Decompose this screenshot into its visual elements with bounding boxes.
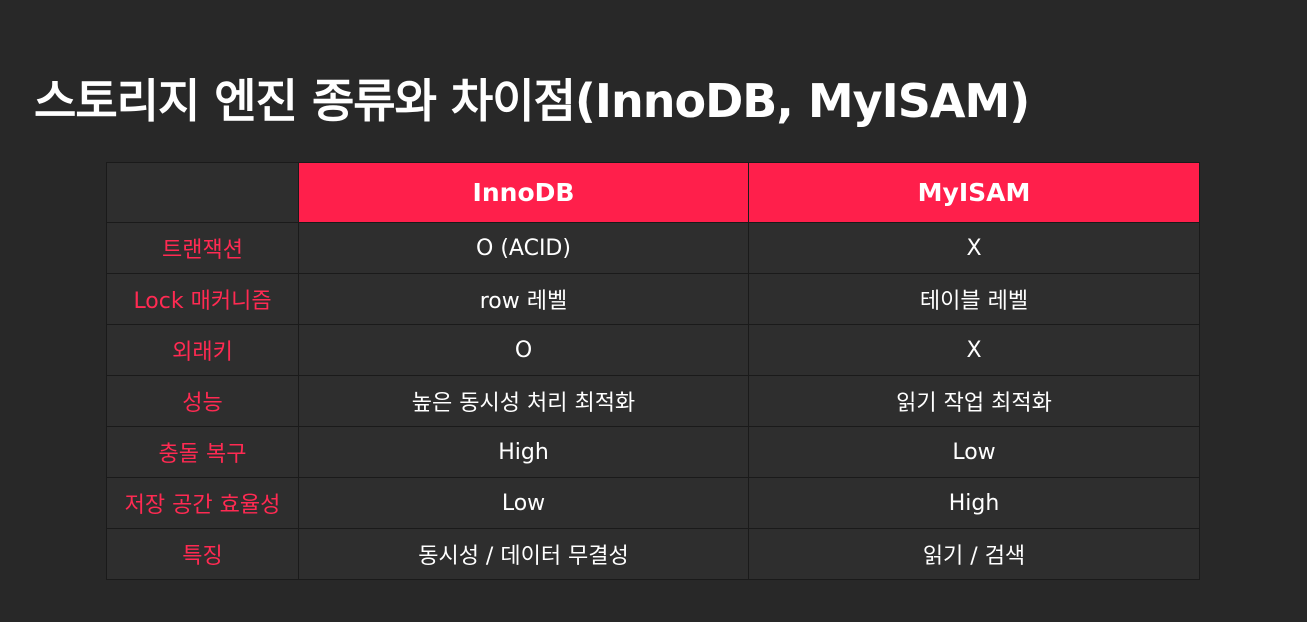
cell-innodb-characteristics: 동시성 / 데이터 무결성: [298, 528, 749, 580]
table-row: 충돌 복구 High Low: [106, 426, 1200, 478]
row-label-storage-efficiency: 저장 공간 효율성: [106, 477, 299, 529]
cell-innodb-foreign-key: O: [298, 324, 749, 376]
cell-innodb-crash-recovery: High: [298, 426, 749, 478]
cell-myisam-crash-recovery: Low: [748, 426, 1200, 478]
cell-myisam-storage-efficiency: High: [748, 477, 1200, 529]
row-label-performance: 성능: [106, 375, 299, 427]
comparison-table: InnoDB MyISAM 트랜잭션 O (ACID) X Lock 매커니즘 …: [106, 162, 1200, 580]
row-label-crash-recovery: 충돌 복구: [106, 426, 299, 478]
table-row: 저장 공간 효율성 Low High: [106, 477, 1200, 529]
table-corner-cell: [106, 162, 299, 223]
cell-innodb-lock: row 레벨: [298, 273, 749, 325]
cell-myisam-performance: 읽기 작업 최적화: [748, 375, 1200, 427]
table-row: 트랜잭션 O (ACID) X: [106, 222, 1200, 274]
row-label-transaction: 트랜잭션: [106, 222, 299, 274]
cell-innodb-transaction: O (ACID): [298, 222, 749, 274]
cell-myisam-transaction: X: [748, 222, 1200, 274]
cell-myisam-foreign-key: X: [748, 324, 1200, 376]
row-label-foreign-key: 외래키: [106, 324, 299, 376]
cell-myisam-lock: 테이블 레벨: [748, 273, 1200, 325]
row-label-characteristics: 특징: [106, 528, 299, 580]
column-header-myisam: MyISAM: [748, 162, 1200, 223]
table-row: 성능 높은 동시성 처리 최적화 읽기 작업 최적화: [106, 375, 1200, 427]
table-row: Lock 매커니즘 row 레벨 테이블 레벨: [106, 273, 1200, 325]
column-header-innodb: InnoDB: [298, 162, 749, 223]
cell-innodb-storage-efficiency: Low: [298, 477, 749, 529]
table-header-row: InnoDB MyISAM: [106, 162, 1200, 223]
table-row: 외래키 O X: [106, 324, 1200, 376]
slide-title: 스토리지 엔진 종류와 차이점(InnoDB, MyISAM): [34, 74, 1030, 128]
cell-myisam-characteristics: 읽기 / 검색: [748, 528, 1200, 580]
table-row: 특징 동시성 / 데이터 무결성 읽기 / 검색: [106, 528, 1200, 580]
row-label-lock: Lock 매커니즘: [106, 273, 299, 325]
cell-innodb-performance: 높은 동시성 처리 최적화: [298, 375, 749, 427]
